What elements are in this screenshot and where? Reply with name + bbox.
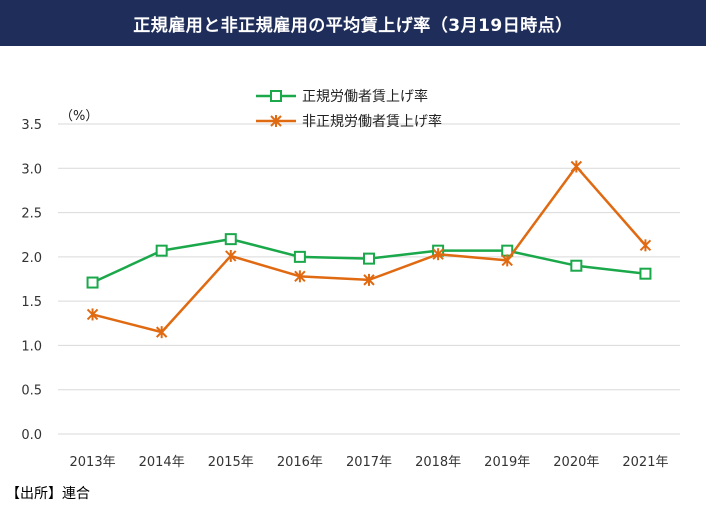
y-tick-label: 2.5 <box>21 207 42 222</box>
x-tick-label: 2017年 <box>346 455 392 470</box>
data-point-nonregular <box>155 326 168 339</box>
x-tick-label: 2013年 <box>70 455 116 470</box>
data-point-regular <box>86 276 99 289</box>
chart-title-banner: 正規雇用と非正規雇用の平均賃上げ率（3月19日時点） <box>0 0 706 46</box>
y-tick-label: 3.5 <box>21 118 42 133</box>
data-point-nonregular <box>432 248 444 261</box>
y-axis-unit: （%） <box>60 109 98 124</box>
legend-label: 非正規労働者賃上げ率 <box>302 113 442 130</box>
data-point-nonregular <box>570 160 583 173</box>
x-tick-label: 2016年 <box>277 455 323 470</box>
y-tick-label: 1.0 <box>21 339 42 354</box>
y-tick-label: 1.5 <box>21 295 42 310</box>
x-tick-label: 2020年 <box>553 455 599 470</box>
data-point-regular <box>224 233 237 246</box>
x-tick-label: 2015年 <box>208 455 254 470</box>
data-point-nonregular <box>501 254 513 267</box>
y-tick-label: 3.0 <box>21 162 42 177</box>
y-tick-label: 0.5 <box>21 384 42 399</box>
x-tick-label: 2019年 <box>484 455 530 470</box>
legend-label: 正規労働者賃上げ率 <box>302 88 428 105</box>
legend-marker-square <box>270 90 282 102</box>
y-tick-label: 2.0 <box>21 251 42 266</box>
legend-marker-x <box>270 115 282 127</box>
data-point-nonregular <box>294 270 306 283</box>
data-point-regular <box>293 250 306 263</box>
source-note: 【出所】連合 <box>6 486 90 502</box>
data-point-regular <box>155 244 168 257</box>
x-tick-label: 2014年 <box>139 455 185 470</box>
data-point-regular <box>363 252 375 265</box>
y-tick-label: 0.0 <box>21 428 42 443</box>
data-point-regular <box>570 259 583 272</box>
data-point-nonregular <box>363 273 375 286</box>
data-point-nonregular <box>639 239 652 252</box>
x-tick-label: 2021年 <box>622 455 668 470</box>
data-point-regular <box>639 267 652 280</box>
x-tick-label: 2018年 <box>415 455 461 470</box>
data-point-nonregular <box>225 249 237 262</box>
data-point-nonregular <box>86 308 99 321</box>
chart-title: 正規雇用と非正規雇用の平均賃上げ率（3月19日時点） <box>133 15 573 36</box>
